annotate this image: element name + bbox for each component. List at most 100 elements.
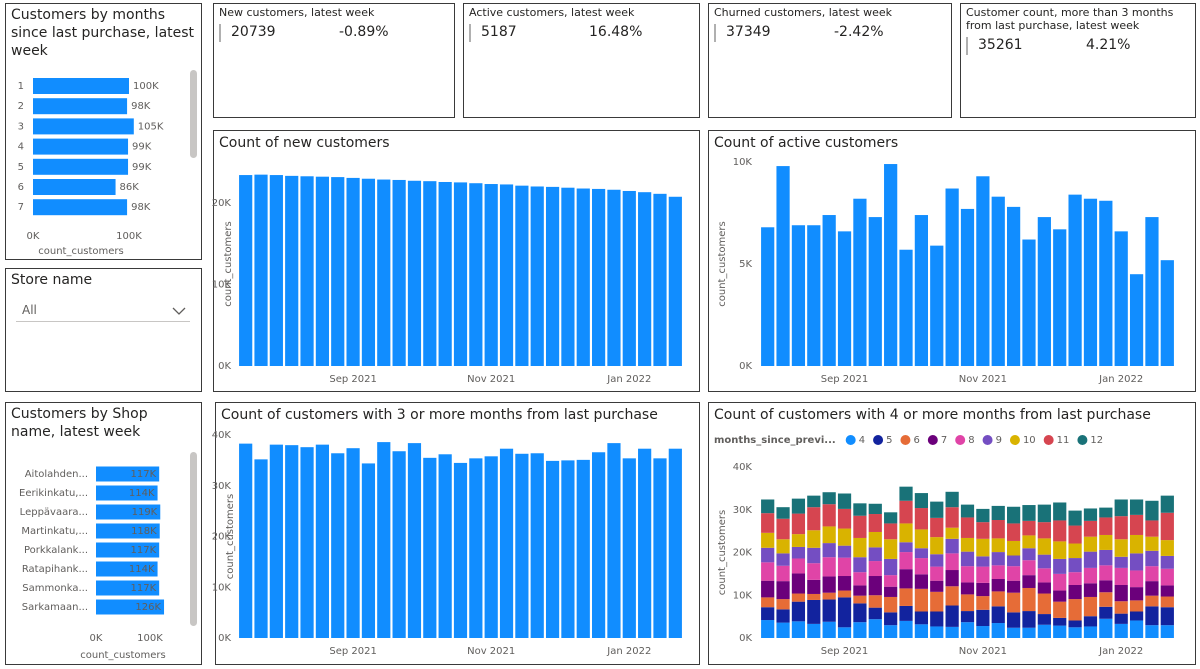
bar-segment bbox=[807, 547, 821, 564]
bar-segment bbox=[853, 537, 867, 558]
bar-segment bbox=[807, 599, 821, 624]
y-tick-label: Porkkalank... bbox=[24, 545, 88, 556]
card-divider bbox=[469, 24, 471, 42]
bar-segment bbox=[1129, 587, 1144, 601]
legend-title: months_since_previ... bbox=[714, 435, 836, 446]
kpi-card: Active customers, latest week 5187 16.48% bbox=[463, 3, 700, 118]
bar-segment bbox=[1053, 617, 1067, 626]
scrollbar[interactable] bbox=[190, 452, 197, 626]
bar-segment bbox=[807, 495, 821, 508]
bar-segment bbox=[807, 579, 821, 594]
legend-swatch bbox=[900, 435, 911, 445]
x-axis-title: count_customers bbox=[80, 650, 166, 661]
card-value: 20739 bbox=[231, 24, 276, 40]
bar-segment bbox=[791, 498, 806, 514]
legend-label: 10 bbox=[1023, 435, 1036, 446]
bar-segment bbox=[837, 590, 852, 598]
bar bbox=[807, 225, 821, 366]
data-label: 86K bbox=[120, 182, 140, 193]
bar bbox=[607, 443, 621, 638]
bar bbox=[407, 443, 422, 638]
legend-label: 5 bbox=[886, 435, 892, 446]
y-tick-label: 5K bbox=[739, 259, 752, 270]
bar-segment bbox=[1068, 558, 1082, 573]
bar-segment bbox=[1145, 581, 1159, 596]
data-label: 98K bbox=[131, 101, 151, 112]
x-tick-label: Jan 2022 bbox=[1098, 646, 1143, 657]
legend-swatch bbox=[1077, 435, 1088, 445]
scrollbar[interactable] bbox=[190, 70, 197, 158]
bar-segment bbox=[1160, 495, 1174, 513]
bar-segment bbox=[1022, 520, 1036, 536]
bar-segment bbox=[960, 504, 975, 518]
bar-segment bbox=[960, 622, 975, 638]
bar-segment bbox=[822, 576, 836, 593]
bar-segment bbox=[1053, 573, 1067, 591]
bar bbox=[1037, 217, 1051, 366]
bar bbox=[945, 188, 959, 366]
bar bbox=[960, 208, 975, 366]
bar-segment bbox=[1160, 607, 1174, 626]
legend-label: 4 bbox=[859, 435, 865, 446]
bar-segment bbox=[1145, 500, 1159, 521]
bar bbox=[930, 245, 944, 366]
slicer-panel: Store name All bbox=[5, 268, 202, 392]
bar-segment bbox=[976, 626, 990, 638]
data-label: 126K bbox=[135, 602, 161, 613]
y-tick-label: 20K bbox=[733, 548, 753, 559]
bar-segment bbox=[884, 523, 898, 540]
bar-segment bbox=[1129, 499, 1144, 515]
bar-segment bbox=[1083, 583, 1098, 597]
bar-segment bbox=[945, 586, 959, 606]
bar-segment bbox=[991, 579, 1005, 592]
bar-segment bbox=[991, 552, 1005, 566]
bar-segment bbox=[807, 623, 821, 638]
bar-segment bbox=[930, 626, 944, 638]
bar-segment bbox=[899, 486, 913, 501]
bar bbox=[668, 196, 682, 366]
bar-segment bbox=[807, 507, 821, 531]
y-axis-title: count_customers bbox=[225, 494, 236, 580]
bar-segment bbox=[960, 537, 975, 552]
bar-segment bbox=[1007, 612, 1021, 628]
bar-segment bbox=[991, 538, 1005, 553]
data-label: 99K bbox=[132, 142, 152, 153]
bar bbox=[96, 580, 160, 596]
bar bbox=[438, 454, 452, 638]
bar-segment bbox=[930, 566, 944, 581]
bar-segment bbox=[837, 557, 852, 577]
bar-segment bbox=[1114, 613, 1128, 624]
y-tick-label: 10K bbox=[212, 582, 232, 593]
bar bbox=[33, 78, 129, 94]
x-tick-label: Nov 2021 bbox=[467, 646, 515, 657]
bar-segment bbox=[1037, 504, 1051, 523]
slicer-dropdown[interactable]: All bbox=[16, 299, 190, 322]
bar-segment bbox=[1007, 627, 1021, 638]
bar bbox=[668, 448, 682, 638]
bar bbox=[1145, 217, 1159, 366]
y-tick-label: 0K bbox=[218, 633, 231, 644]
bar bbox=[638, 448, 652, 638]
bar bbox=[976, 176, 990, 366]
y-tick-label: Leppävaara... bbox=[20, 507, 88, 518]
data-label: 118K bbox=[131, 526, 157, 537]
bar bbox=[254, 174, 268, 366]
y-tick-label: 7 bbox=[18, 202, 24, 213]
bar-segment bbox=[791, 513, 806, 535]
bar-segment bbox=[807, 530, 821, 548]
bar bbox=[315, 176, 329, 366]
bar-segment bbox=[868, 619, 882, 638]
bar-segment bbox=[945, 491, 959, 508]
bar-segment bbox=[884, 539, 898, 559]
bar bbox=[469, 458, 483, 638]
bar bbox=[653, 458, 667, 638]
bar-segment bbox=[1099, 534, 1113, 550]
bar-segment bbox=[884, 586, 898, 597]
legend-label: 9 bbox=[996, 435, 1002, 446]
data-label: 105K bbox=[138, 121, 164, 132]
data-label: 117K bbox=[131, 469, 157, 480]
bar-segment bbox=[1114, 516, 1128, 540]
bar bbox=[96, 599, 165, 615]
legend-label: 6 bbox=[913, 435, 919, 446]
